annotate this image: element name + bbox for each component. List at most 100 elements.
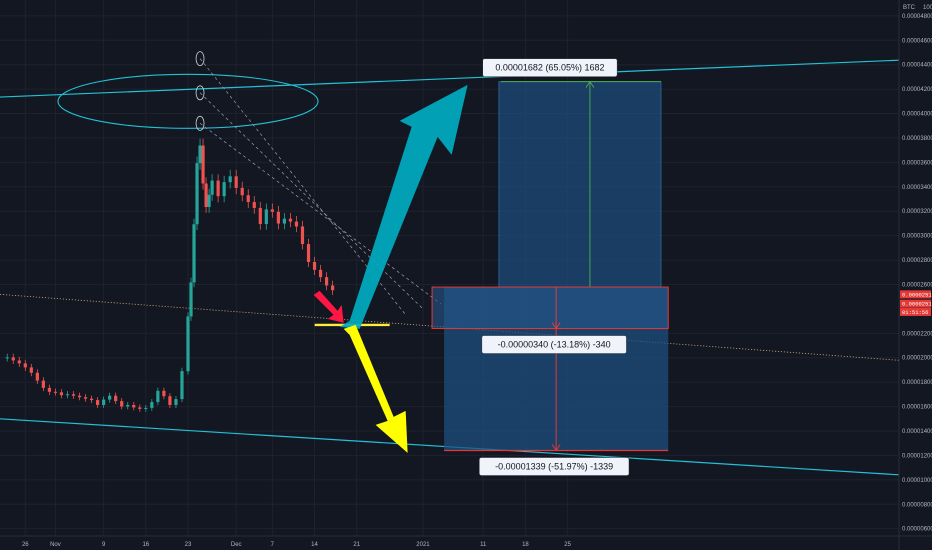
y-tick-label: 0.00004000 [902,112,932,118]
candle-body [282,218,287,224]
price-tag-box [900,299,931,308]
y-tick-label: 0.00004600 [902,38,932,44]
y-tick-label: 0.00001400 [902,429,932,435]
candle-body [35,372,39,381]
candle-body [294,221,299,227]
x-tick-label: 16 [142,542,149,548]
candle-body [331,285,335,291]
target-up-label: 0.00001682 (65.05%) 1682 [495,63,604,73]
entry-drop-label-box [481,335,627,354]
y-tick-label: 0.00001800 [902,380,932,386]
y-tick-label: 0.00003400 [902,185,932,191]
cyan-up-arrow-icon [339,84,468,329]
target-up-box[interactable] [498,81,662,288]
candle-body [5,357,9,359]
candle-body [216,180,220,197]
candle-body [150,402,154,408]
y-unit-suffix: 100 [923,5,932,11]
candle-body [108,395,112,400]
candle-body [252,202,256,208]
x-tick-label: 14 [311,542,318,548]
x-tick-label: 11 [480,542,487,548]
pivot-marker [195,85,205,101]
target-up-label-box [482,58,618,77]
x-tick-label: 2021 [416,542,430,548]
x-axis[interactable]: 26 Nov 9 16 23 Dec 7 14 21 2021 11 18 25 [0,535,932,548]
candle-body [41,380,45,388]
candle-body [83,397,88,399]
candle-body [29,367,33,373]
y-tick-label: 0.00004400 [902,63,932,69]
candle-body [96,400,100,405]
y-tick-label: 0.00002600 [902,282,932,288]
down-arrowhead-icon [551,444,561,452]
price-tag-label: 01:51:56 [902,309,928,316]
entry-drop-box[interactable] [431,286,669,330]
candle-body [210,180,214,195]
candle-body [189,282,193,317]
y-tick-label: 0.00000600 [902,527,932,533]
x-tick-label: 18 [522,542,529,548]
dashed-trendline[interactable] [199,92,424,310]
badges: 0.00001682 (65.05%) 1682 -0.00000340 (-13… [479,58,630,476]
candles [5,138,335,412]
candle-body [318,269,323,278]
candle-body [89,398,94,401]
candle-body [300,226,305,245]
projections[interactable] [431,80,669,452]
candle-body [77,395,82,398]
candle-body [156,390,160,403]
dashed-trendline[interactable] [199,123,442,305]
x-tick-label: Nov [50,542,61,548]
y-tick-label: 0.00003800 [902,136,932,142]
candle-body [144,407,148,409]
price-tag-box [900,290,931,299]
down-arrowhead-icon [551,322,561,330]
candle-body [186,316,190,372]
candle-body [306,244,311,263]
y-tick-label: 0.00000800 [902,502,932,508]
candle-body [168,396,172,405]
candle-body [126,404,130,407]
candle-body [132,404,136,408]
candle-body [71,394,76,396]
candle-body [102,399,106,405]
candle-body [234,176,238,188]
y-axis-background [899,0,932,550]
candle-body [276,211,280,224]
x-tick-label: 26 [22,542,29,548]
y-tick-label: 0.00004200 [902,87,932,93]
y-tick-label: 0.00003600 [902,160,932,166]
entry-drop-label: -0.00000340 (-13.18%) -340 [498,340,611,350]
candle-body [240,187,244,196]
candle-body [222,182,226,197]
y-axis[interactable]: 0.00004800 0.00004600 0.00004400 0.00004200… [898,0,932,550]
upper-channel-line[interactable] [0,59,900,98]
y-tick-label: 0.00001200 [902,453,932,459]
x-tick-label: 7 [271,542,275,548]
x-tick-label: 9 [102,542,106,548]
candle-body [246,195,250,203]
candle-body [59,392,64,396]
candle-body [120,401,124,407]
y-tick-label: 0.00003200 [902,209,932,215]
candle-body [288,218,293,222]
candle-body [198,145,202,164]
candle-body [180,371,184,400]
candle-body [174,399,178,405]
x-tick-label: 21 [353,542,360,548]
y-tick-label: 0.00001000 [902,478,932,484]
top-ellipse[interactable] [57,73,319,129]
candle-body [270,209,274,212]
candle-body [324,277,329,286]
x-tick-label: 23 [185,542,192,548]
price-tag-label: 0.00002519 [902,291,932,298]
red-down-arrow-icon [313,290,344,323]
y-tick-label: 0.00002000 [902,356,932,362]
y-tick-label: 0.00004800 [902,14,932,20]
price-tag-label: 0.00002518 [902,301,932,308]
candle-body [114,395,118,402]
